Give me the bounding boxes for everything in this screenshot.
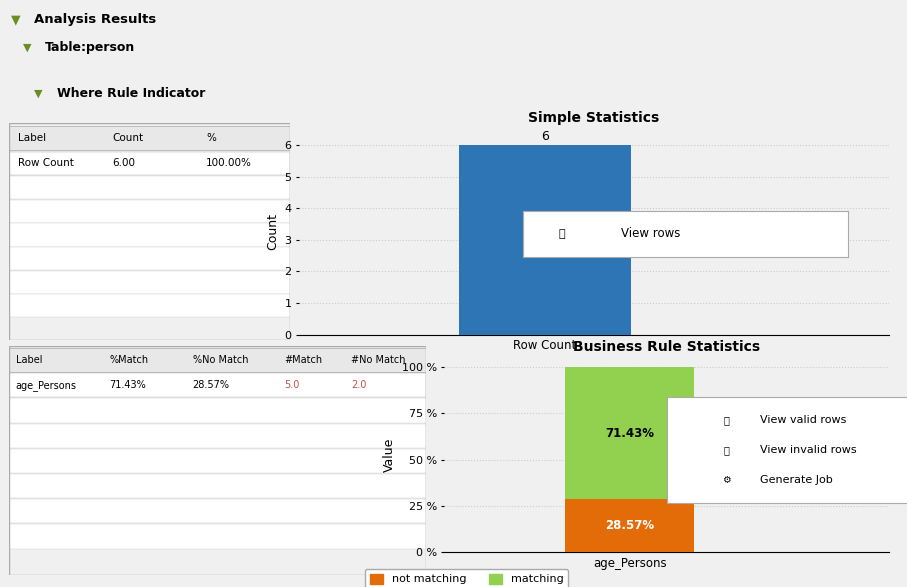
Title: Simple Statistics: Simple Statistics [529,111,659,125]
Y-axis label: Count: Count [266,213,279,251]
Text: 5.0: 5.0 [285,380,300,390]
FancyBboxPatch shape [9,126,290,150]
Text: 71.43%: 71.43% [605,427,654,440]
FancyBboxPatch shape [9,152,290,175]
Bar [565,499,695,552]
Text: ▼: ▼ [11,14,21,26]
Title: Business Rule Statistics: Business Rule Statistics [573,340,760,354]
Text: 28.57%: 28.57% [192,380,229,390]
FancyBboxPatch shape [9,373,426,397]
Text: %Match: %Match [109,355,149,365]
Text: 6.00: 6.00 [112,158,135,168]
FancyBboxPatch shape [9,348,426,372]
Y-axis label: Value: Value [383,438,396,472]
FancyBboxPatch shape [9,247,290,270]
Text: %: % [206,133,216,143]
FancyBboxPatch shape [9,176,290,200]
Text: 71.43%: 71.43% [109,380,146,390]
FancyBboxPatch shape [9,200,290,223]
FancyBboxPatch shape [9,399,426,423]
Text: 2.0: 2.0 [351,380,366,390]
FancyBboxPatch shape [9,499,426,524]
Text: Where Rule Indicator: Where Rule Indicator [57,87,206,100]
FancyBboxPatch shape [9,474,426,498]
Text: Label: Label [18,133,46,143]
Text: ▼: ▼ [23,43,31,53]
FancyBboxPatch shape [9,524,426,549]
Text: Count: Count [112,133,143,143]
Bar [565,367,695,499]
Text: age_Persons: age_Persons [15,380,77,391]
Text: Label: Label [15,355,43,365]
FancyBboxPatch shape [9,294,290,318]
Text: Table:person: Table:person [45,42,136,55]
FancyBboxPatch shape [9,224,290,247]
Text: 100.00%: 100.00% [206,158,252,168]
Text: #No Match: #No Match [351,355,405,365]
Text: 28.57%: 28.57% [605,519,654,532]
FancyBboxPatch shape [9,271,290,294]
FancyBboxPatch shape [9,449,426,473]
Text: #Match: #Match [285,355,323,365]
Text: ▼: ▼ [34,89,43,99]
Text: Analysis Results: Analysis Results [34,14,157,26]
FancyBboxPatch shape [9,424,426,448]
Text: %No Match: %No Match [192,355,249,365]
Bar [459,145,631,335]
Text: 6: 6 [541,130,549,143]
Legend: not matching, matching: not matching, matching [366,569,568,587]
Text: Row Count: Row Count [18,158,74,168]
